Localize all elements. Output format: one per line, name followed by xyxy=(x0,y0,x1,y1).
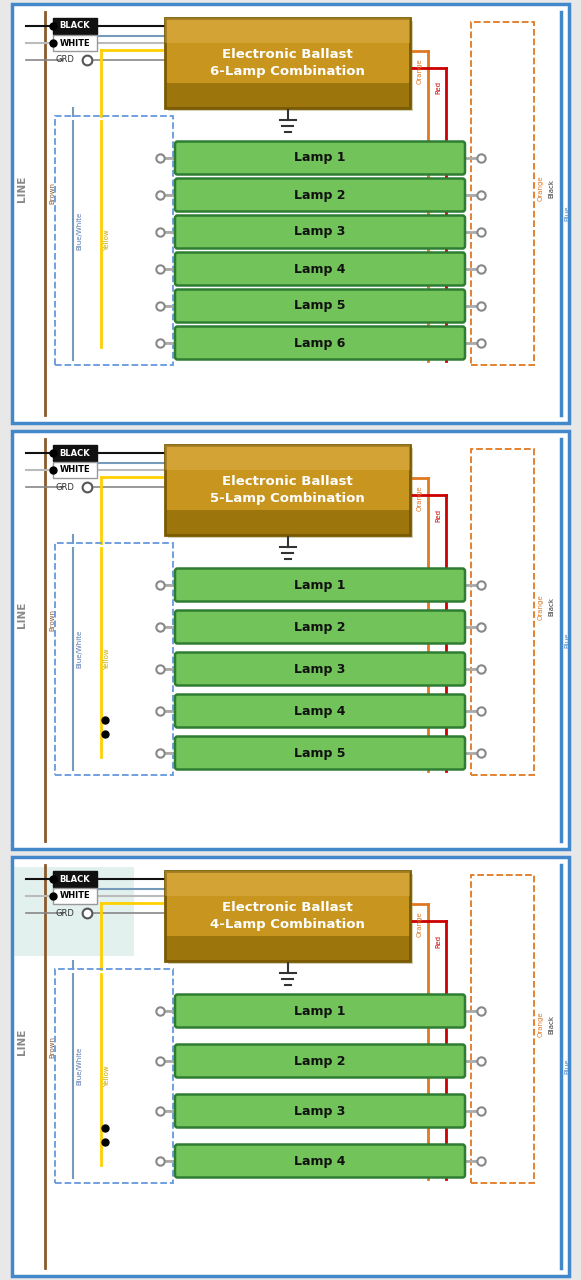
FancyBboxPatch shape xyxy=(175,611,465,644)
Text: Blue: Blue xyxy=(564,206,570,221)
Text: LINE: LINE xyxy=(17,1028,27,1055)
FancyBboxPatch shape xyxy=(175,1144,465,1178)
Bar xyxy=(168,874,413,964)
Text: Lamp 2: Lamp 2 xyxy=(294,188,346,201)
Bar xyxy=(165,870,410,961)
Text: Lamp 3: Lamp 3 xyxy=(295,1105,346,1117)
FancyBboxPatch shape xyxy=(175,568,465,602)
Text: WHITE: WHITE xyxy=(60,38,90,47)
Text: Yellow: Yellow xyxy=(104,1065,110,1087)
Text: GRD: GRD xyxy=(56,483,74,492)
Text: Brown: Brown xyxy=(49,1036,55,1057)
Text: Blue/White: Blue/White xyxy=(76,1047,82,1085)
Bar xyxy=(12,431,569,849)
Text: Lamp 2: Lamp 2 xyxy=(294,621,346,634)
Text: Lamp 3: Lamp 3 xyxy=(295,663,346,676)
FancyBboxPatch shape xyxy=(175,653,465,686)
Text: Orange: Orange xyxy=(417,485,423,511)
Text: Lamp 4: Lamp 4 xyxy=(294,1155,346,1167)
Text: Lamp 5: Lamp 5 xyxy=(294,300,346,312)
Text: Red: Red xyxy=(435,508,441,521)
FancyBboxPatch shape xyxy=(175,289,465,323)
Text: Blue: Blue xyxy=(564,632,570,648)
Text: Blue: Blue xyxy=(564,1059,570,1074)
Bar xyxy=(53,888,97,904)
Text: Lamp 5: Lamp 5 xyxy=(294,746,346,759)
Bar xyxy=(165,445,410,535)
Text: Blue/White: Blue/White xyxy=(76,630,82,668)
FancyBboxPatch shape xyxy=(175,736,465,769)
Text: Lamp 4: Lamp 4 xyxy=(294,262,346,275)
Bar xyxy=(165,870,410,896)
Bar xyxy=(12,4,569,422)
Text: Lamp 6: Lamp 6 xyxy=(295,337,346,349)
Text: Lamp 2: Lamp 2 xyxy=(294,1055,346,1068)
Text: Electronic Ballast
6-Lamp Combination: Electronic Ballast 6-Lamp Combination xyxy=(210,47,365,78)
Text: BLACK: BLACK xyxy=(60,448,90,457)
Text: LINE: LINE xyxy=(17,175,27,202)
Bar xyxy=(165,18,410,44)
Text: Brown: Brown xyxy=(49,183,55,205)
Text: Yellow: Yellow xyxy=(104,648,110,669)
Text: WHITE: WHITE xyxy=(60,891,90,901)
Bar xyxy=(14,867,134,956)
Text: BLACK: BLACK xyxy=(60,22,90,31)
Text: BLACK: BLACK xyxy=(60,874,90,883)
Bar xyxy=(12,858,569,1276)
Text: Black: Black xyxy=(548,598,554,617)
Bar xyxy=(53,35,97,51)
FancyBboxPatch shape xyxy=(175,695,465,727)
FancyBboxPatch shape xyxy=(175,178,465,211)
Text: GRD: GRD xyxy=(56,909,74,918)
Bar xyxy=(165,445,410,470)
Bar xyxy=(53,18,97,35)
Text: Red: Red xyxy=(435,82,441,95)
Bar xyxy=(165,509,410,535)
Bar xyxy=(165,18,410,108)
Text: Electronic Ballast
5-Lamp Combination: Electronic Ballast 5-Lamp Combination xyxy=(210,475,365,506)
Bar xyxy=(168,448,413,538)
Text: Brown: Brown xyxy=(49,609,55,631)
Text: Orange: Orange xyxy=(538,1011,544,1037)
Bar xyxy=(168,20,413,111)
Bar xyxy=(53,870,97,887)
FancyBboxPatch shape xyxy=(175,252,465,285)
Text: Lamp 1: Lamp 1 xyxy=(294,1005,346,1018)
Text: Orange: Orange xyxy=(417,58,423,83)
Bar xyxy=(165,83,410,108)
Text: Orange: Orange xyxy=(538,594,544,620)
Text: GRD: GRD xyxy=(56,55,74,64)
Bar xyxy=(53,445,97,461)
FancyBboxPatch shape xyxy=(175,142,465,174)
Text: Red: Red xyxy=(435,934,441,947)
Text: Lamp 3: Lamp 3 xyxy=(295,225,346,238)
Text: Black: Black xyxy=(548,1015,554,1033)
Bar xyxy=(53,462,97,477)
FancyBboxPatch shape xyxy=(175,215,465,248)
Text: Yellow: Yellow xyxy=(104,229,110,251)
Text: Electronic Ballast
4-Lamp Combination: Electronic Ballast 4-Lamp Combination xyxy=(210,901,365,931)
Text: Lamp 4: Lamp 4 xyxy=(294,704,346,718)
FancyBboxPatch shape xyxy=(175,326,465,360)
Text: Orange: Orange xyxy=(417,911,423,937)
FancyBboxPatch shape xyxy=(175,1094,465,1128)
Text: WHITE: WHITE xyxy=(60,466,90,475)
FancyBboxPatch shape xyxy=(175,995,465,1028)
Text: LINE: LINE xyxy=(17,602,27,628)
Text: Black: Black xyxy=(548,179,554,198)
Text: Orange: Orange xyxy=(538,175,544,201)
Text: Lamp 1: Lamp 1 xyxy=(294,579,346,591)
Text: Blue/White: Blue/White xyxy=(76,211,82,250)
Bar xyxy=(165,936,410,961)
FancyBboxPatch shape xyxy=(175,1044,465,1078)
Text: Lamp 1: Lamp 1 xyxy=(294,151,346,165)
